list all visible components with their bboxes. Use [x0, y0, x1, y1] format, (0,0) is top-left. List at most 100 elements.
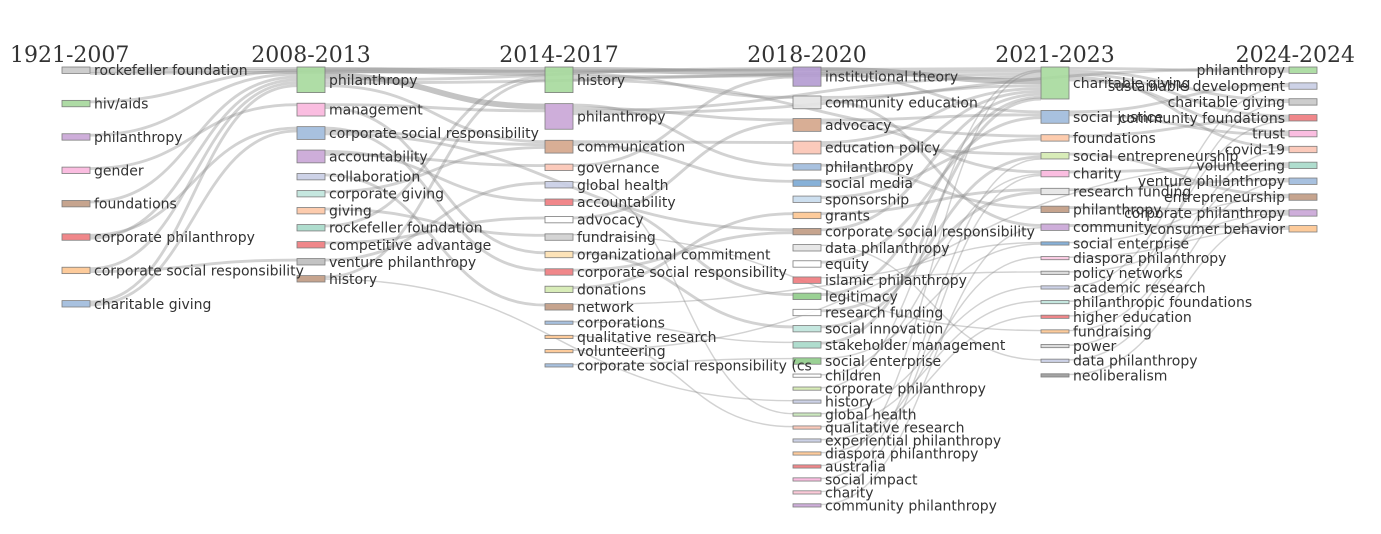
- sankey-node: [792, 260, 822, 268]
- node-label: gender: [94, 163, 144, 179]
- node-label: accountability: [577, 195, 676, 211]
- flow-link: [820, 226, 1042, 506]
- flow-link: [820, 87, 1042, 145]
- flow-link: [324, 216, 546, 245]
- sankey-node: [792, 244, 822, 252]
- node-label: hiv/aids: [94, 97, 148, 113]
- sankey-node: [792, 425, 822, 430]
- node-label: fundraising: [1073, 324, 1152, 340]
- flow-link: [1068, 120, 1290, 302]
- sankey-node: [61, 99, 91, 108]
- node-label: charity: [1073, 167, 1122, 183]
- node-label: social enterprise: [825, 354, 941, 370]
- sankey-node: [1288, 209, 1318, 217]
- sankey-node: [792, 357, 822, 365]
- sankey-node: [61, 200, 91, 208]
- sankey-node: [61, 266, 91, 275]
- flow-link: [572, 199, 794, 297]
- flow-link: [820, 241, 1042, 279]
- node-label: corporate giving: [329, 187, 444, 203]
- node-label: children: [825, 369, 881, 385]
- node-label: philanthropy: [577, 109, 666, 125]
- sankey-node: [1040, 329, 1070, 334]
- flow-link: [324, 278, 794, 402]
- node-label: corporations: [577, 316, 665, 332]
- flow-link: [572, 75, 794, 167]
- node-label: management: [329, 103, 423, 119]
- sankey-node: [792, 211, 822, 220]
- flow-link: [324, 103, 546, 113]
- node-label: rockefeller foundation: [329, 221, 483, 237]
- node-label: research funding: [825, 306, 943, 322]
- flow-link: [572, 251, 794, 329]
- node-label: islamic philanthropy: [825, 273, 967, 289]
- sankey-node: [1040, 314, 1070, 319]
- flow-link: [1068, 228, 1290, 258]
- flow-link: [324, 67, 546, 76]
- flow-link: [572, 181, 794, 415]
- flow-link: [820, 188, 1042, 216]
- node-label: social impact: [825, 472, 918, 488]
- node-label: community: [1073, 220, 1152, 236]
- flow-link: [820, 92, 1042, 232]
- flow-link: [89, 81, 298, 271]
- node-label: charitable giving: [94, 297, 211, 313]
- sankey-node: [296, 207, 326, 215]
- flow-link: [1068, 196, 1290, 244]
- node-label: history: [329, 272, 377, 288]
- flow-link: [1068, 78, 1290, 134]
- sankey-node: [792, 451, 822, 456]
- sankey-node: [544, 320, 574, 325]
- node-label: sustainable development: [1108, 79, 1286, 95]
- sankey-node: [1040, 256, 1070, 261]
- flow-link: [820, 98, 1042, 227]
- flow-link: [1068, 85, 1290, 288]
- sankey-node: [1040, 344, 1070, 349]
- node-label: fundraising: [577, 230, 656, 246]
- node-label: neoliberalism: [1073, 368, 1167, 384]
- node-label: philanthropy: [329, 73, 418, 89]
- flow-link: [820, 137, 1042, 199]
- flow-link: [572, 321, 794, 344]
- flow-link: [89, 103, 298, 170]
- node-label: sponsorship: [825, 192, 909, 208]
- flow-link: [1068, 67, 1290, 73]
- flow-link: [324, 181, 546, 262]
- sankey-node: [792, 163, 822, 171]
- node-label: communication: [577, 140, 685, 156]
- node-label: corporate philanthropy: [825, 382, 986, 398]
- sankey-node: [296, 190, 326, 198]
- sankey-node: [544, 139, 574, 154]
- flow-link: [324, 173, 546, 307]
- node-label: research funding: [1073, 184, 1191, 200]
- node-label: collaboration: [329, 170, 420, 186]
- sankey-node: [61, 233, 91, 241]
- node-label: corporate social responsibility: [577, 265, 787, 281]
- node-label: philanthropy: [1073, 202, 1162, 218]
- sankey-node: [61, 300, 91, 308]
- period-header: 2014-2017: [499, 43, 618, 68]
- node-label: governance: [577, 160, 660, 176]
- flow-link: [324, 78, 546, 279]
- sankey-node: [792, 195, 822, 203]
- sankey-node: [792, 373, 822, 378]
- sankey-node: [792, 118, 822, 132]
- node-label: advocacy: [577, 213, 644, 229]
- flow-link: [572, 72, 794, 99]
- flow-link: [572, 143, 794, 183]
- node-label: corporate social responsibility: [94, 263, 304, 279]
- node-label: community education: [825, 95, 978, 111]
- sankey-node: [544, 233, 574, 241]
- flow-link: [572, 103, 794, 167]
- flow-link: [1068, 224, 1290, 229]
- sankey-node: [1040, 170, 1070, 178]
- sankey-node: [792, 325, 822, 333]
- flow-link: [572, 106, 794, 122]
- flow-link: [820, 191, 1042, 313]
- label-layer: rockefeller foundation hiv/aids philanthro…: [94, 63, 1286, 514]
- flow-link: [820, 158, 1042, 480]
- sankey-node: [61, 133, 91, 141]
- node-label: social enterprise: [1073, 236, 1189, 252]
- flow-link: [89, 69, 298, 104]
- node-label: corporate philanthropy: [94, 230, 255, 246]
